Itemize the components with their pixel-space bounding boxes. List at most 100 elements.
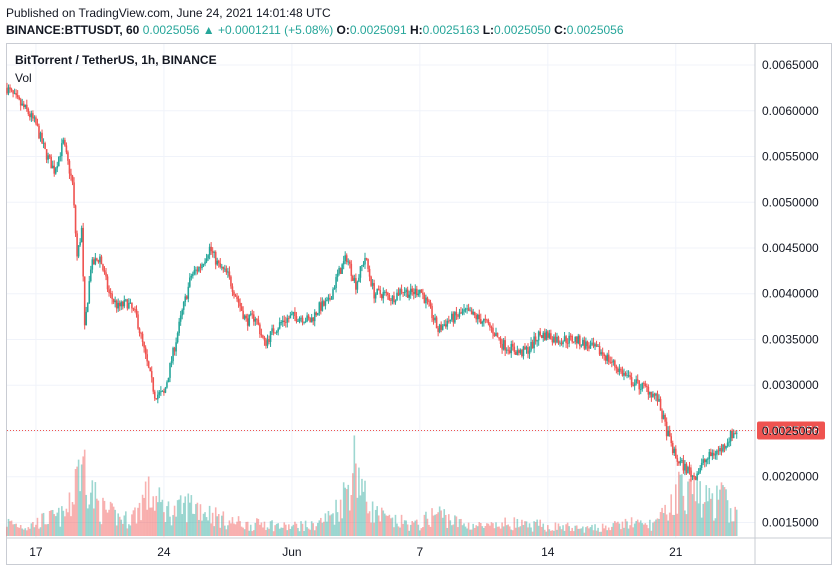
volume-bar [384, 513, 386, 536]
candle-body [380, 294, 383, 299]
volume-bar [347, 484, 350, 536]
volume-bar [422, 527, 424, 536]
candle-body [38, 125, 40, 139]
candle-body [245, 315, 247, 319]
volume-bar [294, 521, 296, 536]
volume-bar [143, 497, 145, 536]
volume-bar [114, 509, 116, 536]
candle-body [15, 93, 17, 96]
candle-body [184, 296, 187, 302]
candle-body [458, 312, 461, 317]
volume-bar [543, 529, 546, 536]
candle-body [187, 286, 190, 299]
candle-body [443, 324, 446, 326]
candle-body [105, 272, 107, 277]
candle-body [85, 311, 88, 326]
y-tick-label: 0.0020000 [762, 470, 819, 484]
candle-body [365, 258, 368, 260]
volume-bar [283, 522, 286, 536]
candle-body [146, 354, 148, 362]
volume-bar [135, 523, 138, 536]
candle-body [457, 315, 459, 317]
candle-body [713, 452, 715, 456]
volume-bar [391, 517, 394, 536]
candle-body [682, 460, 685, 471]
candle-body [297, 321, 299, 322]
volume-bar [716, 485, 718, 536]
volume-bar [300, 521, 302, 536]
volume-bar [272, 531, 275, 536]
candle-body [586, 341, 589, 347]
volume-bar [166, 506, 168, 536]
candle-body [47, 155, 49, 160]
volume-bar [402, 523, 404, 536]
volume-bar [556, 529, 558, 536]
volume-bar [41, 513, 43, 536]
candle-body [27, 108, 30, 115]
volume-bar [111, 503, 113, 536]
volume-bar [434, 514, 436, 536]
candle-body [310, 317, 313, 323]
volume-bar [231, 517, 234, 536]
volume-bar [170, 525, 173, 536]
volume-bar [288, 524, 290, 536]
candle-body [658, 398, 660, 402]
volume-bar [374, 509, 377, 536]
volume-bar [373, 522, 375, 536]
candle-body [607, 354, 610, 362]
volume-bar [484, 526, 487, 536]
candle-body [335, 277, 337, 289]
candle-body [487, 320, 490, 324]
candle-body [338, 267, 340, 274]
candle-body [632, 385, 634, 387]
candle-body [318, 302, 321, 314]
candle-body [670, 436, 673, 444]
candle-body [356, 281, 359, 290]
candle-body [481, 321, 484, 324]
candle-body [400, 289, 403, 293]
candle-body [454, 312, 456, 323]
candle-body [288, 318, 290, 319]
candle-body [237, 299, 240, 303]
volume-bar [54, 516, 57, 536]
volume-bar [499, 528, 502, 536]
volume-bar [665, 514, 668, 536]
volume-bar [539, 519, 541, 536]
volume-bar [118, 516, 121, 536]
volume-bar [192, 513, 194, 536]
volume-bar [27, 527, 30, 536]
candle-body [345, 255, 348, 262]
candle-body [653, 393, 656, 396]
volume-bar [74, 469, 77, 536]
candle-body [563, 336, 566, 342]
candle-body [91, 259, 94, 270]
volume-bar [350, 495, 353, 536]
candle-body [170, 361, 173, 363]
volume-bar [508, 526, 511, 536]
candle-body [548, 333, 551, 338]
volume-bar [236, 521, 238, 536]
candle-body [425, 297, 427, 304]
volume-bar [356, 497, 359, 536]
volume-bar [440, 510, 442, 536]
volume-bar [326, 521, 328, 536]
candle-body [489, 323, 491, 328]
volume-bar [559, 526, 561, 536]
candle-body [12, 90, 14, 94]
candle-body [473, 311, 476, 316]
volume-bar [193, 513, 196, 536]
candle-body [333, 288, 336, 290]
volume-bar [18, 527, 20, 536]
candle-body [435, 317, 438, 329]
candle-body [665, 421, 668, 437]
volume-bar [650, 530, 653, 536]
volume-bar [449, 520, 452, 536]
volume-bar [259, 524, 261, 536]
volume-bar [147, 476, 150, 536]
volume-bar [659, 512, 662, 536]
volume-bar [483, 527, 485, 536]
volume-bar [163, 512, 165, 536]
candle-body [451, 313, 453, 320]
volume-bar [240, 526, 243, 536]
